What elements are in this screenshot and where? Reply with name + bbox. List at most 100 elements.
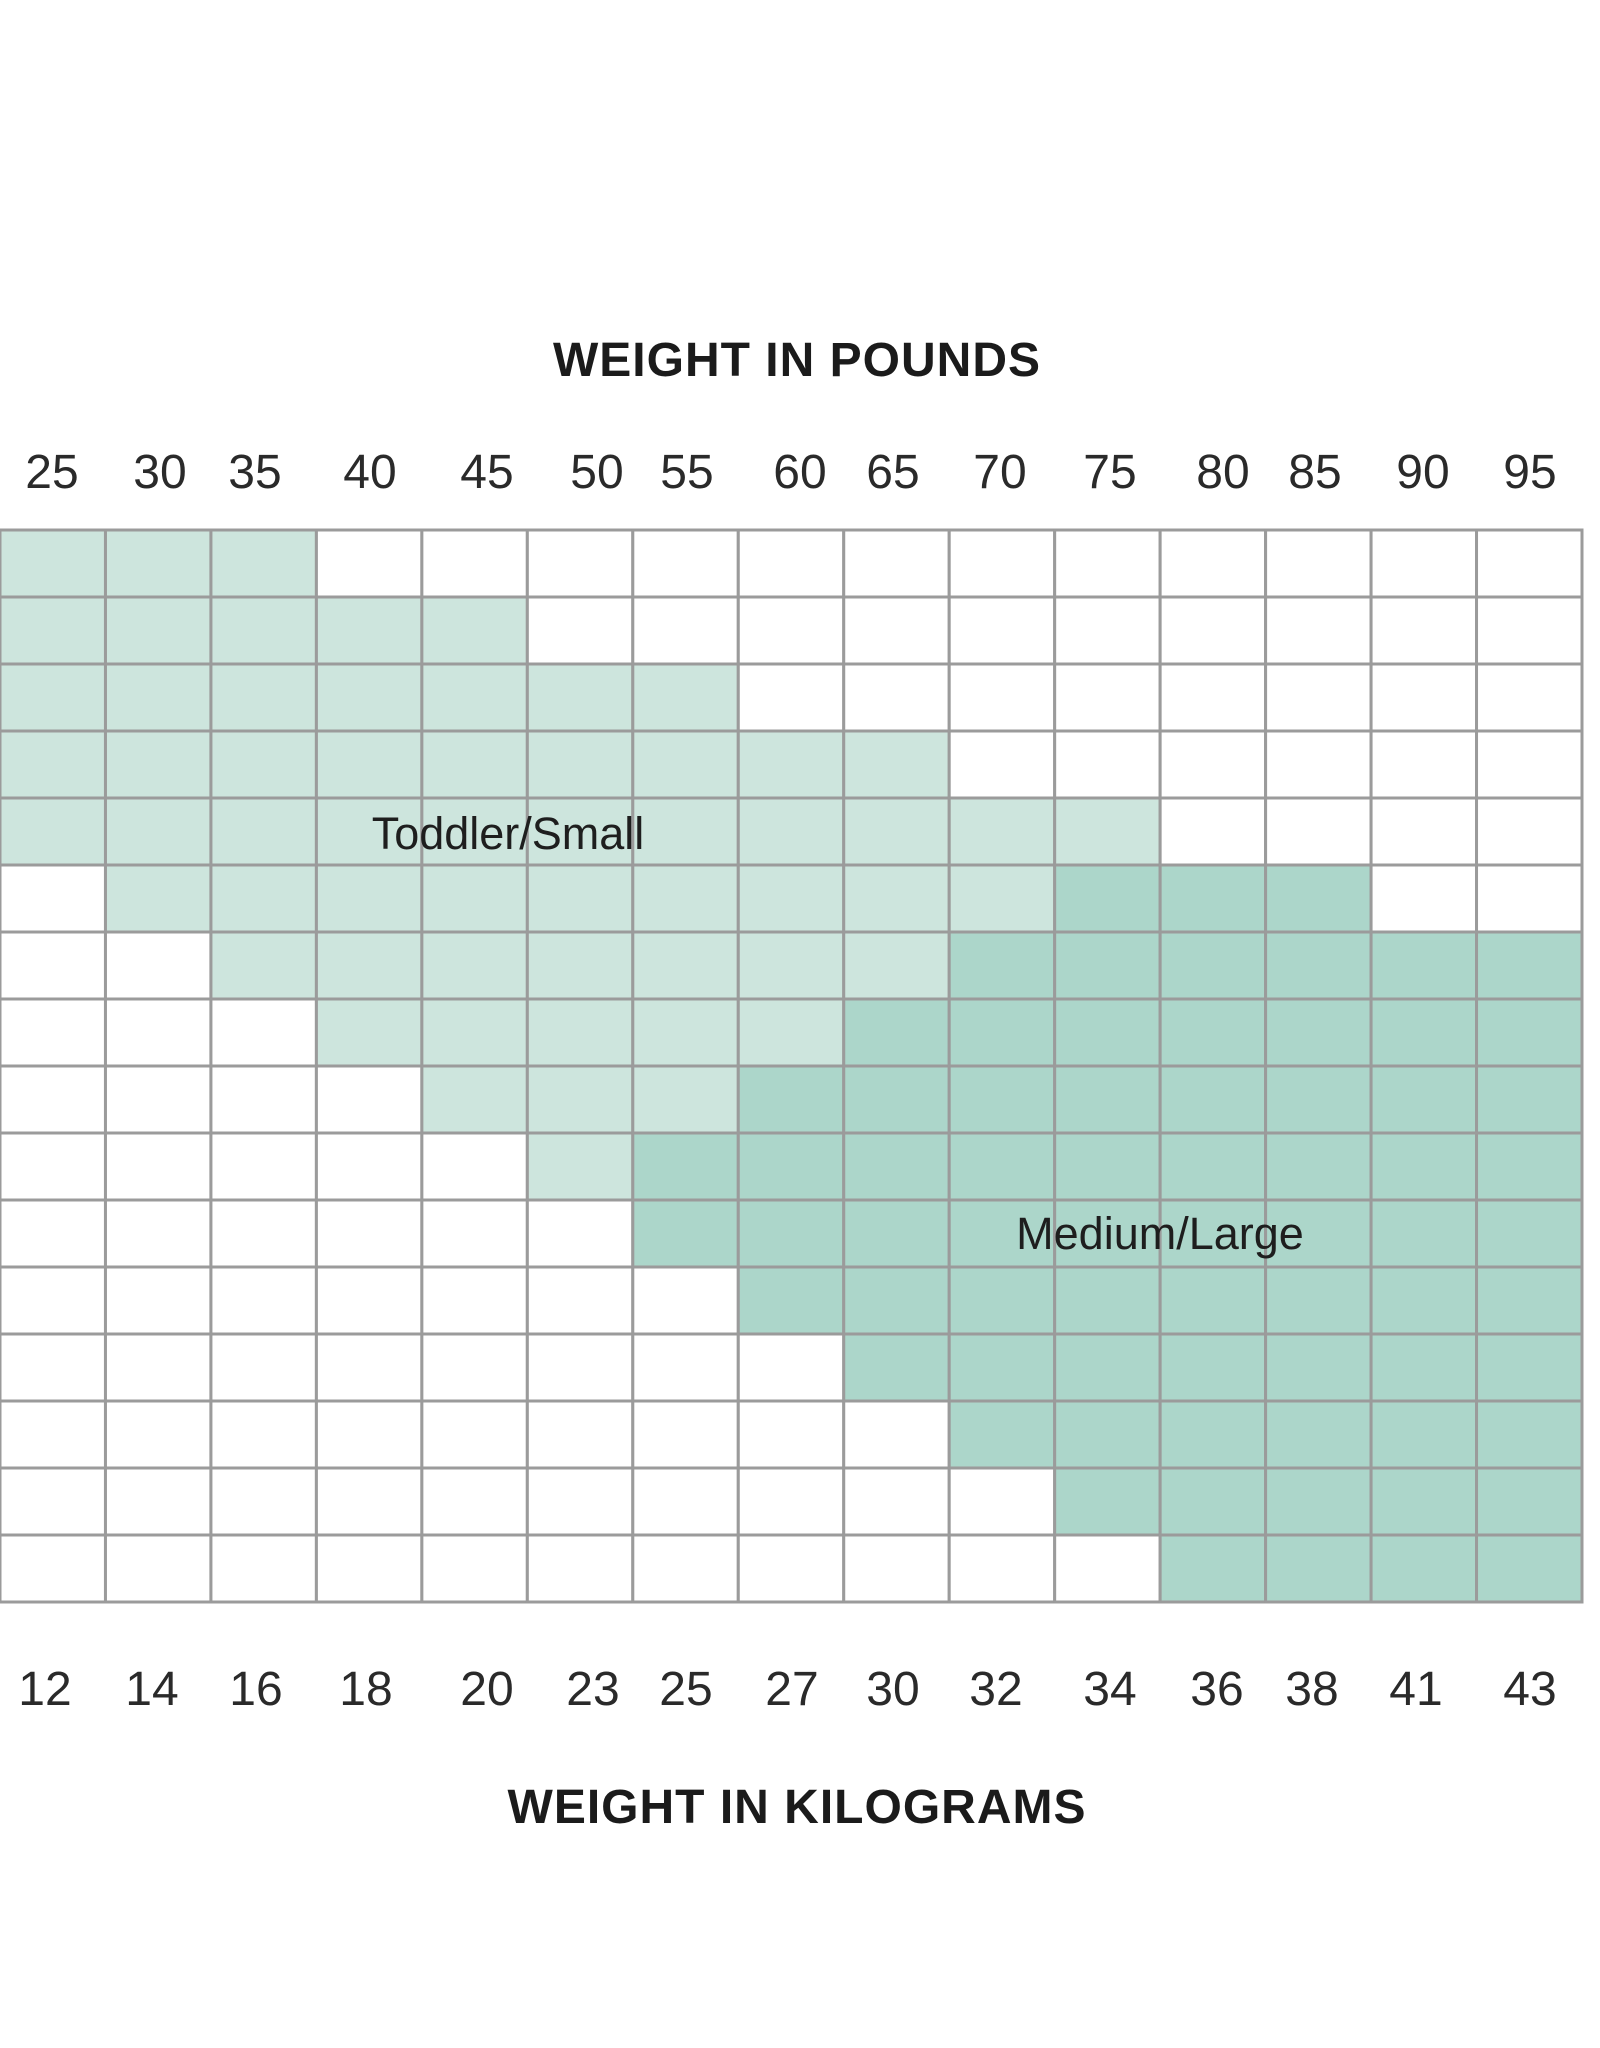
grid-cell-medium-large	[1264, 1533, 1373, 1604]
grid-cell-toddler-small	[314, 662, 424, 733]
grid-cell-empty	[420, 1265, 529, 1336]
grid-cell-empty	[631, 1332, 740, 1403]
grid-cell-empty	[631, 1466, 740, 1537]
grid-cell-medium-large	[1158, 1064, 1268, 1135]
grid-cell-toddler-small	[525, 1131, 635, 1202]
grid-cell-medium-large	[1053, 997, 1162, 1068]
grid-cell-empty	[420, 1533, 529, 1604]
top-axis-tick-label: 90	[1396, 446, 1449, 499]
grid-cell-medium-large	[947, 1064, 1057, 1135]
top-axis-tick-label: 50	[570, 446, 623, 499]
grid-cell-toddler-small	[525, 930, 635, 1001]
grid-cell-empty	[947, 1466, 1057, 1537]
grid-cell-toddler-small	[103, 863, 213, 934]
grid-cell-medium-large	[736, 1198, 846, 1269]
grid-cell-empty	[1475, 796, 1584, 867]
bottom-axis-tick-label: 27	[765, 1663, 818, 1716]
grid-cell-empty	[947, 528, 1057, 599]
bottom-axis-tick-label: 16	[229, 1663, 282, 1716]
grid-cell-empty	[209, 1198, 318, 1269]
grid-cell-empty	[631, 1533, 740, 1604]
grid-cell-empty	[842, 528, 951, 599]
top-axis-tick-label: 95	[1503, 446, 1556, 499]
grid-cell-medium-large	[1369, 930, 1479, 1001]
grid-cell-empty	[842, 1466, 951, 1537]
grid-cell-empty	[209, 1533, 318, 1604]
top-axis-tick-label: 40	[343, 446, 396, 499]
grid-cell-toddler-small	[103, 729, 213, 800]
grid-cell-toddler-small	[947, 796, 1057, 867]
grid-cell-toddler-small	[209, 863, 318, 934]
grid-cell-medium-large	[1475, 1131, 1584, 1202]
grid-cell-empty	[736, 1466, 846, 1537]
grid-cell-empty	[420, 1466, 529, 1537]
bottom-axis-title: WEIGHT IN KILOGRAMS	[508, 1781, 1087, 1834]
grid-cell-empty	[314, 1332, 424, 1403]
grid-cell-empty	[1158, 528, 1268, 599]
grid-cell-toddler-small	[420, 662, 529, 733]
grid-cell-medium-large	[1158, 997, 1268, 1068]
grid-cell-empty	[0, 997, 107, 1068]
grid-cell-empty	[842, 1533, 951, 1604]
grid-cell-empty	[1053, 1533, 1162, 1604]
grid-cell-empty	[314, 1399, 424, 1470]
bottom-axis-tick-label: 20	[460, 1663, 513, 1716]
grid-cell-empty	[1158, 796, 1268, 867]
grid-cell-empty	[631, 1265, 740, 1336]
grid-cell-empty	[0, 1332, 107, 1403]
top-axis-tick-label: 55	[660, 446, 713, 499]
grid-cell-empty	[103, 1533, 213, 1604]
bottom-axis-tick-label: 23	[566, 1663, 619, 1716]
grid-cell-empty	[103, 1265, 213, 1336]
grid-cell-medium-large	[1158, 1466, 1268, 1537]
bottom-axis-tick-label: 12	[18, 1663, 71, 1716]
grid-cell-toddler-small	[314, 863, 424, 934]
grid-cell-empty	[420, 1131, 529, 1202]
grid-cell-empty	[1475, 528, 1584, 599]
grid-cell-medium-large	[947, 997, 1057, 1068]
grid-cell-toddler-small	[314, 930, 424, 1001]
grid-cell-empty	[525, 1466, 635, 1537]
grid-cell-toddler-small	[736, 796, 846, 867]
grid-cell-empty	[0, 863, 107, 934]
bottom-axis-tick-label: 25	[659, 1663, 712, 1716]
chart-grid	[0, 528, 1584, 1604]
grid-cell-empty	[420, 1198, 529, 1269]
grid-cell-empty	[103, 1399, 213, 1470]
grid-cell-toddler-small	[209, 930, 318, 1001]
grid-cell-medium-large	[1475, 997, 1584, 1068]
top-axis-tick-label: 80	[1196, 446, 1249, 499]
grid-cell-medium-large	[1158, 1533, 1268, 1604]
grid-cell-toddler-small	[420, 930, 529, 1001]
grid-cell-empty	[1264, 729, 1373, 800]
grid-cell-empty	[209, 1064, 318, 1135]
grid-cell-medium-large	[736, 1064, 846, 1135]
region-label-toddler-small: Toddler/Small	[372, 808, 645, 859]
grid-cell-medium-large	[1053, 1064, 1162, 1135]
grid-cell-toddler-small	[525, 662, 635, 733]
grid-cell-medium-large	[1264, 1466, 1373, 1537]
grid-cell-empty	[1158, 595, 1268, 666]
grid-cell-toddler-small	[314, 796, 424, 867]
grid-cell-medium-large	[1475, 1332, 1584, 1403]
bottom-axis-tick-label: 38	[1285, 1663, 1338, 1716]
grid-cell-toddler-small	[631, 662, 740, 733]
grid-cell-toddler-small	[0, 796, 107, 867]
grid-cell-empty	[0, 1399, 107, 1470]
grid-cell-medium-large	[1475, 1399, 1584, 1470]
grid-cell-empty	[842, 662, 951, 733]
grid-cell-toddler-small	[420, 595, 529, 666]
grid-cell-toddler-small	[420, 1064, 529, 1135]
grid-cell-toddler-small	[0, 729, 107, 800]
grid-cell-empty	[420, 528, 529, 599]
grid-cell-empty	[1053, 528, 1162, 599]
grid-cell-empty	[0, 1533, 107, 1604]
grid-cell-medium-large	[1369, 1131, 1479, 1202]
bottom-axis-tick-label: 30	[866, 1663, 919, 1716]
grid-cell-empty	[103, 1198, 213, 1269]
grid-cell-medium-large	[1264, 1265, 1373, 1336]
grid-cell-empty	[947, 662, 1057, 733]
grid-cell-medium-large	[1264, 1064, 1373, 1135]
grid-cell-medium-large	[1475, 930, 1584, 1001]
grid-cell-medium-large	[1053, 1399, 1162, 1470]
